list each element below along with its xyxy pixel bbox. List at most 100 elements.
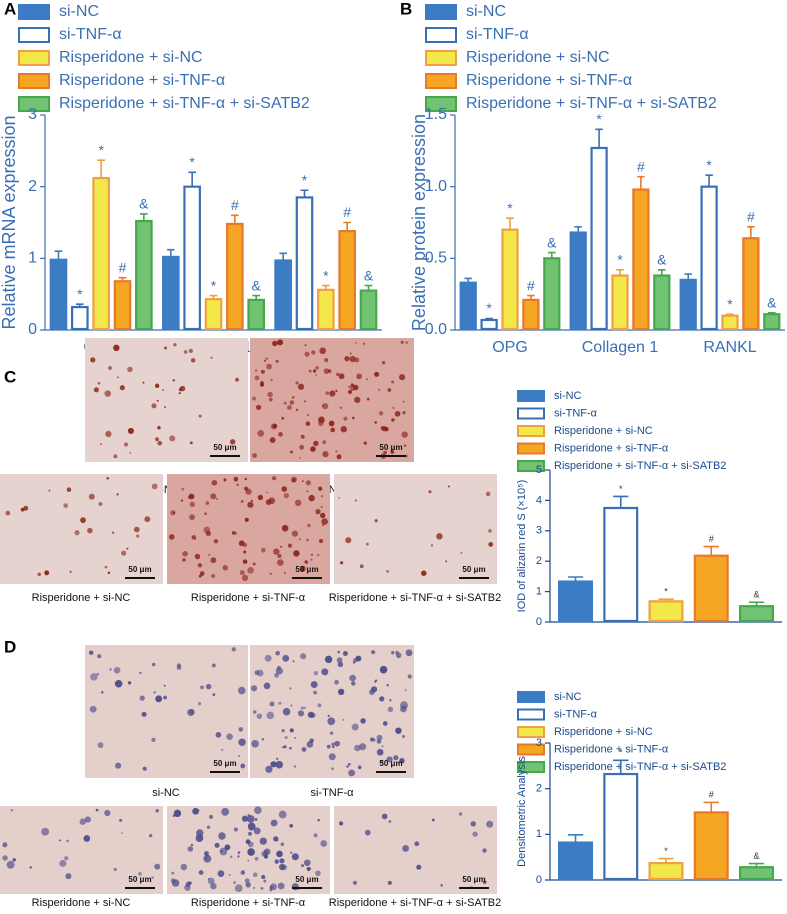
stain-spot bbox=[173, 343, 177, 347]
stain-spot bbox=[182, 558, 186, 562]
error-bar bbox=[485, 317, 493, 320]
stain-spot bbox=[41, 827, 50, 836]
significance-marker: * bbox=[211, 277, 217, 293]
legend-swatch bbox=[425, 96, 457, 112]
legend-swatch bbox=[517, 407, 545, 420]
bar bbox=[738, 605, 774, 623]
stain-spot bbox=[2, 842, 8, 848]
legend-swatch bbox=[18, 96, 50, 112]
stain-spot bbox=[235, 377, 239, 382]
stain-spot bbox=[105, 430, 112, 438]
stain-spot bbox=[259, 837, 267, 845]
legend-label: si-TNF-α bbox=[554, 708, 598, 720]
stain-spot bbox=[292, 660, 295, 663]
y-axis-label: IOD of alizarin red S (×10⁵) bbox=[516, 480, 528, 613]
stain-spot bbox=[310, 446, 316, 452]
stain-spot bbox=[395, 652, 402, 659]
significance-marker: * bbox=[323, 267, 329, 283]
stain-spot bbox=[320, 840, 328, 847]
legend-label: si-TNF-α bbox=[466, 26, 529, 43]
stain-spot bbox=[376, 748, 384, 756]
stain-spot bbox=[328, 420, 335, 427]
stain-spot bbox=[127, 681, 132, 685]
significance-marker: & bbox=[753, 590, 759, 600]
stain-spot bbox=[198, 414, 202, 418]
y-tick-label: 3 bbox=[536, 525, 542, 537]
stain-spot bbox=[290, 851, 293, 854]
stain-spot bbox=[291, 397, 294, 399]
stain-spot bbox=[338, 373, 345, 380]
stain-spot bbox=[283, 745, 287, 749]
legend-label: si-NC bbox=[59, 3, 99, 20]
stain-spot bbox=[387, 880, 392, 885]
stain-spot bbox=[354, 744, 361, 752]
stain-spot bbox=[391, 380, 395, 384]
bar bbox=[558, 841, 594, 881]
error-bar bbox=[703, 545, 719, 556]
stain-spot bbox=[157, 426, 161, 430]
stain-spot bbox=[226, 733, 233, 741]
stain-spot bbox=[280, 842, 285, 846]
scale-bar-label: 50 μm bbox=[295, 875, 318, 884]
bar bbox=[693, 811, 729, 881]
stain-spot bbox=[283, 401, 287, 405]
stain-spot bbox=[119, 385, 125, 391]
stain-spot bbox=[334, 679, 339, 685]
y-tick-label: 0.5 bbox=[425, 250, 447, 267]
bar bbox=[338, 230, 356, 331]
stain-spot bbox=[313, 671, 318, 676]
stain-spot bbox=[400, 340, 404, 344]
stain-spot bbox=[339, 561, 344, 565]
error-bar bbox=[75, 303, 84, 308]
stain-spot bbox=[281, 486, 288, 492]
significance-marker: & bbox=[753, 851, 759, 861]
stain-spot bbox=[204, 851, 209, 856]
stain-spot bbox=[247, 566, 254, 574]
stain-spot bbox=[291, 476, 297, 483]
stain-spot bbox=[315, 508, 321, 515]
stain-spot bbox=[238, 738, 246, 747]
stain-spot bbox=[173, 809, 182, 818]
stain-spot bbox=[261, 850, 268, 857]
stain-spot bbox=[343, 416, 348, 421]
stain-spot bbox=[349, 384, 356, 391]
stain-spot bbox=[342, 718, 345, 721]
stain-spot bbox=[255, 404, 262, 411]
error-bar bbox=[658, 857, 674, 864]
stain-spot bbox=[391, 651, 395, 655]
stain-spot bbox=[405, 341, 408, 344]
error-bar bbox=[140, 213, 148, 222]
stain-spot bbox=[286, 405, 292, 410]
stain-spot bbox=[289, 746, 292, 750]
stain-spot bbox=[192, 807, 199, 815]
stain-spot bbox=[241, 815, 249, 822]
stain-spot bbox=[278, 701, 282, 705]
stain-spot bbox=[277, 559, 284, 566]
stain-spot bbox=[294, 499, 302, 507]
stain-spot bbox=[252, 453, 258, 458]
stain-spot bbox=[272, 340, 278, 347]
stain-spot bbox=[247, 841, 254, 848]
legend-label: Risperidone + si-TNF-α + si-SATB2 bbox=[59, 95, 310, 112]
stain-spot bbox=[88, 650, 94, 655]
panel-label: D bbox=[4, 637, 16, 656]
bar bbox=[295, 196, 314, 331]
stain-spot bbox=[356, 373, 363, 380]
legend-label: Risperidone + si-NC bbox=[466, 49, 610, 66]
stain-spot bbox=[95, 808, 99, 812]
stain-spot bbox=[210, 557, 217, 564]
stain-spot bbox=[79, 818, 86, 825]
stain-spot bbox=[136, 534, 140, 538]
scale-bar-label: 50 μm bbox=[128, 565, 151, 574]
stain-spot bbox=[273, 548, 280, 555]
stain-spot bbox=[322, 440, 327, 445]
stain-spot bbox=[336, 454, 342, 460]
y-tick-label: 5 bbox=[536, 464, 542, 476]
stain-spot bbox=[322, 451, 329, 458]
bar bbox=[558, 580, 594, 623]
error-bar bbox=[364, 284, 373, 291]
stain-spot bbox=[170, 878, 176, 884]
error-bar bbox=[322, 284, 330, 290]
legend-swatch bbox=[517, 726, 545, 738]
stain-spot bbox=[139, 695, 145, 701]
